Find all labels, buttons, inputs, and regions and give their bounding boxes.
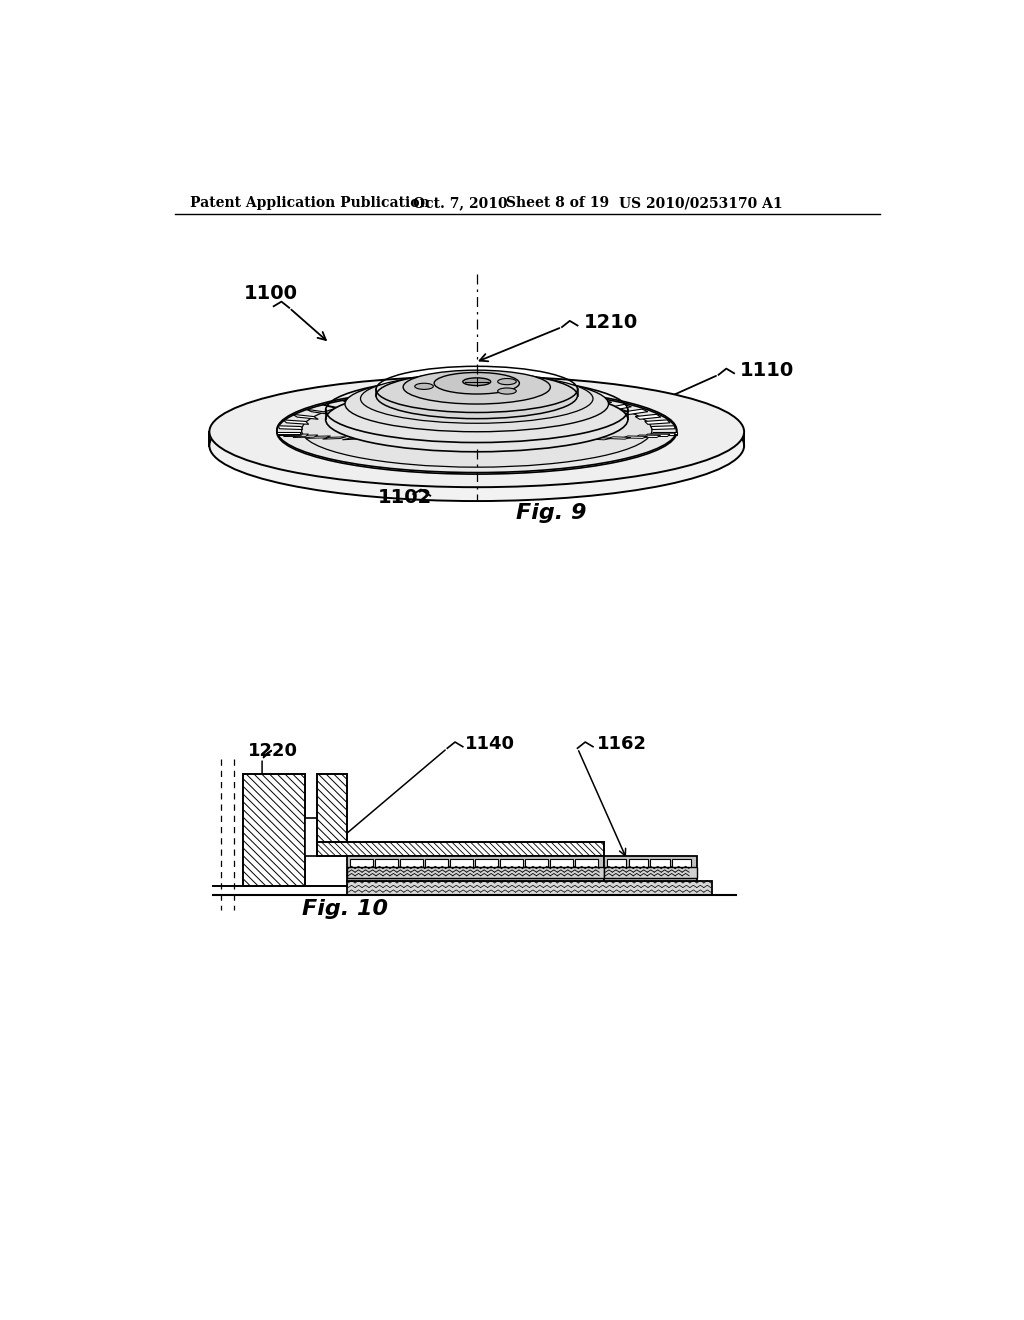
Bar bbox=[317, 842, 604, 857]
Text: 1148: 1148 bbox=[436, 857, 486, 874]
Polygon shape bbox=[471, 391, 482, 396]
Ellipse shape bbox=[345, 376, 608, 432]
Polygon shape bbox=[276, 432, 300, 434]
Polygon shape bbox=[443, 391, 457, 397]
Polygon shape bbox=[389, 395, 409, 400]
Bar bbox=[243, 775, 305, 886]
Bar bbox=[650, 859, 670, 878]
Ellipse shape bbox=[498, 388, 516, 395]
Text: Fig. 9: Fig. 9 bbox=[515, 503, 586, 523]
Text: 1100: 1100 bbox=[245, 284, 298, 302]
Bar bbox=[607, 859, 627, 878]
Bar bbox=[425, 859, 447, 878]
Bar bbox=[346, 867, 604, 878]
Polygon shape bbox=[279, 433, 302, 436]
Bar bbox=[451, 859, 473, 878]
Ellipse shape bbox=[434, 372, 519, 393]
Polygon shape bbox=[306, 436, 331, 438]
Ellipse shape bbox=[415, 383, 433, 389]
Polygon shape bbox=[342, 400, 366, 407]
Ellipse shape bbox=[376, 372, 578, 418]
Polygon shape bbox=[653, 432, 677, 434]
Bar bbox=[672, 859, 691, 878]
Polygon shape bbox=[623, 409, 648, 414]
Text: Patent Application Publication: Patent Application Publication bbox=[190, 197, 430, 210]
Bar bbox=[604, 867, 697, 878]
Polygon shape bbox=[323, 404, 347, 411]
Polygon shape bbox=[567, 397, 590, 403]
Bar bbox=[575, 859, 598, 878]
Polygon shape bbox=[589, 400, 611, 407]
Polygon shape bbox=[497, 391, 511, 397]
Bar bbox=[376, 859, 398, 878]
Polygon shape bbox=[568, 438, 589, 441]
Polygon shape bbox=[653, 432, 677, 434]
Ellipse shape bbox=[209, 376, 744, 487]
Text: 1220: 1220 bbox=[248, 742, 298, 760]
Bar bbox=[550, 859, 572, 878]
Bar bbox=[346, 880, 713, 895]
Bar bbox=[346, 857, 604, 880]
Ellipse shape bbox=[403, 370, 550, 404]
Polygon shape bbox=[293, 436, 317, 437]
Polygon shape bbox=[389, 438, 408, 441]
Polygon shape bbox=[365, 397, 386, 403]
Polygon shape bbox=[645, 420, 670, 424]
Polygon shape bbox=[545, 395, 565, 400]
Text: 1120: 1120 bbox=[562, 857, 612, 874]
Text: US 2010/0253170 A1: US 2010/0253170 A1 bbox=[618, 197, 782, 210]
Polygon shape bbox=[323, 437, 346, 440]
Polygon shape bbox=[651, 433, 675, 436]
Bar bbox=[604, 857, 697, 880]
Text: 1144: 1144 bbox=[490, 857, 541, 874]
Polygon shape bbox=[636, 436, 660, 437]
Polygon shape bbox=[589, 437, 611, 440]
Polygon shape bbox=[607, 437, 631, 440]
Polygon shape bbox=[522, 440, 538, 441]
Polygon shape bbox=[365, 438, 385, 441]
Text: 1210: 1210 bbox=[584, 313, 638, 331]
Polygon shape bbox=[293, 414, 318, 420]
Text: Fig. 10: Fig. 10 bbox=[302, 899, 388, 919]
Polygon shape bbox=[546, 438, 564, 441]
Text: 1140: 1140 bbox=[465, 735, 515, 752]
Bar bbox=[500, 859, 523, 878]
Polygon shape bbox=[305, 409, 331, 414]
Polygon shape bbox=[623, 436, 647, 438]
Bar bbox=[350, 859, 373, 878]
Polygon shape bbox=[284, 420, 308, 424]
Ellipse shape bbox=[326, 387, 628, 451]
Polygon shape bbox=[284, 434, 308, 437]
Bar bbox=[629, 859, 648, 878]
Text: Sheet 8 of 19: Sheet 8 of 19 bbox=[506, 197, 609, 210]
Polygon shape bbox=[276, 432, 300, 434]
Polygon shape bbox=[645, 434, 670, 437]
Bar bbox=[317, 775, 346, 842]
Ellipse shape bbox=[209, 391, 744, 502]
Polygon shape bbox=[415, 392, 432, 399]
Bar bbox=[400, 859, 423, 878]
Ellipse shape bbox=[276, 388, 677, 473]
Bar bbox=[475, 859, 498, 878]
Polygon shape bbox=[651, 426, 676, 429]
Polygon shape bbox=[342, 437, 365, 440]
Ellipse shape bbox=[498, 379, 516, 384]
Text: 1162: 1162 bbox=[597, 735, 647, 752]
Polygon shape bbox=[279, 426, 303, 429]
Text: 1102: 1102 bbox=[378, 487, 432, 507]
Polygon shape bbox=[521, 392, 539, 399]
Text: Oct. 7, 2010: Oct. 7, 2010 bbox=[414, 197, 508, 210]
Ellipse shape bbox=[302, 393, 652, 467]
Bar bbox=[305, 817, 317, 857]
Text: 1110: 1110 bbox=[740, 360, 795, 380]
Polygon shape bbox=[416, 440, 431, 441]
Ellipse shape bbox=[360, 374, 593, 424]
Ellipse shape bbox=[463, 378, 490, 385]
Polygon shape bbox=[607, 404, 632, 411]
Polygon shape bbox=[635, 414, 660, 420]
Bar bbox=[525, 859, 548, 878]
